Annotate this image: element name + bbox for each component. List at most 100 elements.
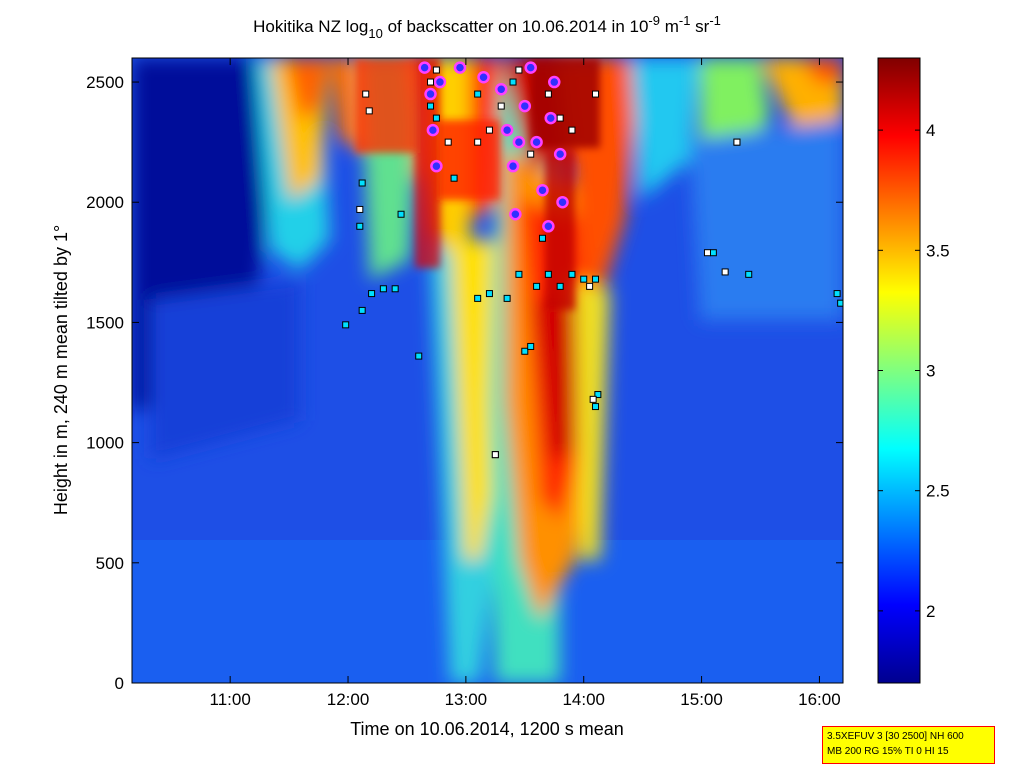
cloud-base-point bbox=[509, 78, 517, 86]
cloud-top-point bbox=[556, 114, 564, 122]
cloud-base-point bbox=[580, 275, 588, 283]
cloud-base-point bbox=[342, 321, 350, 329]
cloud-base-point bbox=[837, 299, 843, 307]
cloud-base-point bbox=[533, 282, 541, 290]
cloud-top-point bbox=[474, 138, 482, 146]
cloud-top-point bbox=[592, 90, 600, 98]
aerosol-layer-point bbox=[524, 61, 537, 74]
x-axis: 11:00 12:00 13:00 14:00 15:00 16:00 bbox=[210, 58, 841, 709]
cloud-base-point bbox=[538, 234, 546, 242]
colorbar: 2 2.5 3 3.5 4 bbox=[877, 57, 950, 684]
x-tick-label: 15:00 bbox=[680, 690, 723, 709]
aerosol-layer-point bbox=[553, 147, 567, 161]
colorbar-tick-label: 3 bbox=[926, 362, 935, 381]
aerosol-layer-point bbox=[453, 61, 467, 74]
cloud-base-point bbox=[556, 282, 564, 290]
marker-layer bbox=[342, 61, 843, 459]
cloud-base-point bbox=[592, 403, 600, 411]
x-tick-label: 16:00 bbox=[798, 690, 841, 709]
colorbar-tick-label: 3.5 bbox=[926, 241, 950, 260]
y-tick-label: 1500 bbox=[86, 313, 124, 332]
cloud-base-point bbox=[745, 270, 753, 278]
aerosol-layer-point bbox=[548, 75, 561, 89]
cloud-top-point bbox=[485, 126, 493, 134]
x-tick-label: 11:00 bbox=[210, 690, 251, 709]
cloud-base-point bbox=[544, 270, 552, 278]
cloud-base-point bbox=[356, 222, 364, 230]
cloud-base-point bbox=[450, 174, 458, 182]
cloud-top-point bbox=[427, 78, 435, 86]
x-axis-label: Time on 10.06.2014, 1200 s mean bbox=[350, 719, 624, 739]
colorbar-gradient bbox=[877, 57, 921, 684]
cloud-base-point bbox=[368, 290, 376, 298]
cloud-top-point bbox=[444, 138, 452, 146]
aerosol-layer-point bbox=[494, 83, 508, 96]
cloud-top-point bbox=[586, 282, 594, 290]
backscatter-heatmap bbox=[132, 58, 843, 683]
cloud-top-point bbox=[703, 249, 711, 257]
aerosol-layer-point bbox=[506, 159, 520, 173]
aerosol-layer-point bbox=[430, 159, 443, 173]
cloud-base-point bbox=[485, 290, 493, 298]
y-axis-label: Height in m, 240 m mean tilted by 1° bbox=[51, 225, 71, 515]
aerosol-layer-point bbox=[477, 70, 490, 84]
aerosol-layer-point bbox=[556, 195, 569, 209]
aerosol-layer-point bbox=[500, 123, 514, 137]
cloud-top-point bbox=[356, 205, 364, 213]
cloud-base-point bbox=[358, 306, 366, 314]
chart-title: Hokitika NZ log10 of backscatter on 10.0… bbox=[253, 13, 721, 41]
colorbar-ticks: 2 2.5 3 3.5 4 bbox=[878, 121, 950, 621]
cloud-top-point bbox=[497, 102, 505, 110]
colorbar-tick-label: 2.5 bbox=[926, 482, 950, 501]
aerosol-layer-point bbox=[418, 61, 431, 74]
colorbar-tick-label: 2 bbox=[926, 602, 935, 621]
cloud-top-point bbox=[589, 395, 597, 403]
cloud-base-point bbox=[709, 249, 717, 257]
cloud-top-point bbox=[733, 138, 741, 146]
cloud-top-point bbox=[432, 66, 440, 74]
cloud-base-point bbox=[427, 102, 435, 110]
y-tick-label: 0 bbox=[115, 674, 124, 693]
x-tick-label: 13:00 bbox=[445, 690, 488, 709]
cloud-base-point bbox=[594, 391, 602, 399]
cloud-top-point bbox=[527, 150, 535, 158]
y-tick-label: 2000 bbox=[86, 193, 124, 212]
y-tick-label: 500 bbox=[96, 554, 124, 573]
cloud-base-point bbox=[592, 275, 600, 283]
aerosol-layer-point bbox=[542, 220, 555, 233]
cloud-base-point bbox=[415, 352, 423, 360]
cloud-base-point bbox=[391, 285, 399, 293]
cloud-base-point bbox=[474, 294, 482, 302]
aerosol-layer-point bbox=[426, 123, 440, 137]
cloud-base-point bbox=[503, 294, 511, 302]
plot-frame bbox=[131, 57, 844, 684]
cloud-base-point bbox=[515, 270, 523, 278]
x-tick-label: 12:00 bbox=[327, 690, 370, 709]
cloud-top-point bbox=[491, 451, 499, 459]
y-axis: 0 500 1000 1500 2000 2500 bbox=[86, 73, 843, 693]
cloud-base-point bbox=[379, 285, 387, 293]
aerosol-layer-point bbox=[512, 135, 526, 149]
cloud-top-point bbox=[721, 268, 729, 276]
aerosol-layer-point bbox=[424, 87, 437, 101]
settings-info-box: 3.5XEFUV 3 [30 2500] NH 600 MB 200 RG 15… bbox=[822, 726, 995, 764]
cloud-base-point bbox=[833, 290, 841, 298]
cloud-base-point bbox=[432, 114, 440, 122]
aerosol-layer-point bbox=[544, 111, 557, 125]
y-tick-label: 2500 bbox=[86, 73, 124, 92]
aerosol-layer-point bbox=[536, 183, 549, 197]
cloud-base-point bbox=[358, 179, 366, 187]
cloud-top-point bbox=[362, 90, 370, 98]
cloud-top-point bbox=[515, 66, 523, 74]
cloud-base-point bbox=[527, 342, 535, 350]
cloud-top-point bbox=[365, 107, 373, 115]
aerosol-layer-point bbox=[530, 135, 543, 149]
aerosol-layer-point bbox=[518, 99, 532, 113]
cloud-top-point bbox=[568, 126, 576, 134]
aerosol-layer-point bbox=[509, 208, 522, 221]
y-tick-label: 1000 bbox=[86, 434, 124, 453]
colorbar-tick-label: 4 bbox=[926, 121, 935, 140]
aerosol-layer-point bbox=[433, 75, 447, 89]
cloud-base-point bbox=[474, 90, 482, 98]
